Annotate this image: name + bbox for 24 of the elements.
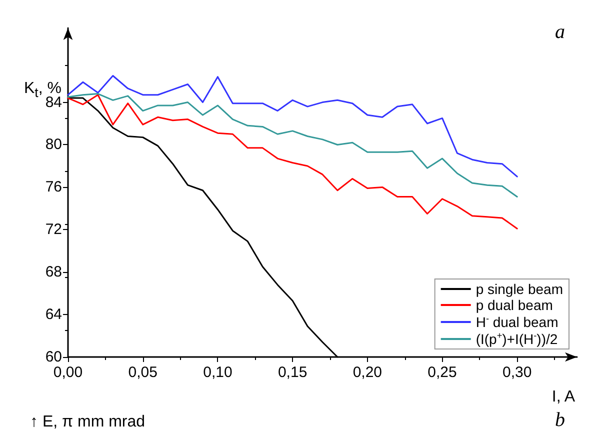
line-series <box>67 93 518 198</box>
x-axis-title: I, A <box>552 388 576 406</box>
x-tick-label: 0,05 <box>128 364 158 381</box>
legend-label: p single beam <box>476 281 564 297</box>
y-tick-label: 64 <box>45 306 62 324</box>
x-tick-label: 0,25 <box>428 364 457 381</box>
x-tick-label: 0,30 <box>502 364 532 381</box>
y-tick-label: 68 <box>45 264 62 281</box>
y-tick-label: 80 <box>45 136 62 154</box>
text: ↑ E, π mm mrad <box>30 414 146 430</box>
y-tick-label: 76 <box>45 178 62 196</box>
legend-label: (I(p+)+I(H-))/2 <box>476 330 558 347</box>
x-tick-label: 0,00 <box>53 364 83 381</box>
line-series <box>67 75 518 178</box>
text: b <box>555 409 565 431</box>
x-tick-label: 0,10 <box>203 364 232 381</box>
legend-label: p dual beam <box>476 297 553 313</box>
annotation: a <box>555 21 565 43</box>
x-tick-label: 0,15 <box>278 364 308 381</box>
y-tick-label: 60 <box>45 348 62 366</box>
y-tick-label: 72 <box>45 221 62 238</box>
legend-label: H- dual beam <box>476 314 558 330</box>
line-series <box>67 94 518 230</box>
x-tick-label: 0,20 <box>352 364 382 381</box>
